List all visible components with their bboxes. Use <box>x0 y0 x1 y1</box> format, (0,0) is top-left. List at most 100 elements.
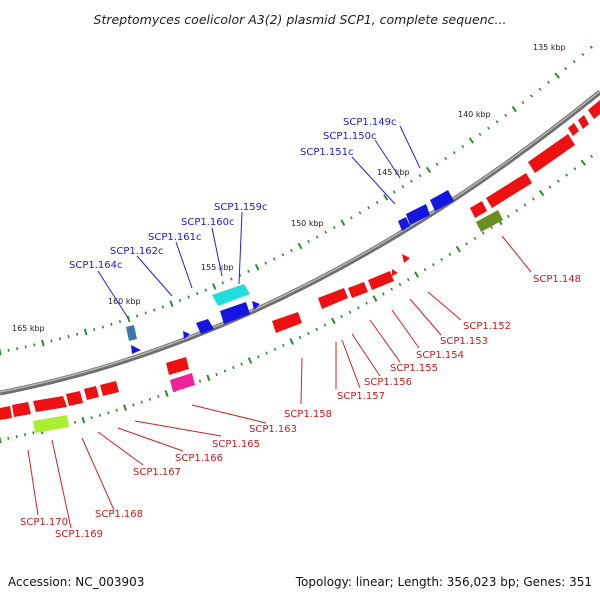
scale-tick <box>254 263 260 271</box>
gene-label-reverse[interactable]: SCP1.149c <box>343 117 397 128</box>
scale-tick <box>290 248 293 253</box>
scale-tick <box>511 105 518 113</box>
scale-tick <box>581 52 585 57</box>
gene-feature-magenta[interactable] <box>170 373 195 392</box>
scale-tick <box>398 282 402 287</box>
outer-tick-ring <box>0 45 593 356</box>
scale-tick <box>487 126 491 130</box>
gene-feature-blue[interactable] <box>220 302 250 324</box>
kbp-label: 145 kbp <box>377 168 410 177</box>
scale-tick <box>272 257 276 261</box>
gene-label-reverse[interactable]: SCP1.151c <box>300 147 354 158</box>
gene-label-forward[interactable]: SCP1.156 <box>364 377 412 388</box>
gene-label-reverse[interactable]: SCP1.164c <box>69 260 123 271</box>
gene-feature-olive[interactable] <box>476 210 503 232</box>
gene-label-reverse[interactable]: SCP1.162c <box>110 246 164 257</box>
gene-feature-cyan[interactable] <box>212 284 250 306</box>
gene-label-forward[interactable]: SCP1.158 <box>284 409 332 420</box>
scale-tick <box>358 211 362 215</box>
gene-label-forward[interactable]: SCP1.155 <box>390 363 438 374</box>
gene-label-reverse[interactable]: SCP1.160c <box>181 217 235 228</box>
gene-feature-blue[interactable] <box>406 204 430 225</box>
scale-tick <box>401 185 405 189</box>
scale-tick <box>332 225 336 230</box>
scale-tick <box>375 200 379 205</box>
gene-feature-red[interactable] <box>486 173 532 208</box>
gene-feature-red[interactable] <box>588 100 600 119</box>
scale-tick <box>32 431 35 435</box>
gene-feature-red[interactable] <box>578 115 589 129</box>
gene-label-forward[interactable]: SCP1.168 <box>95 509 143 520</box>
scale-tick <box>506 214 510 218</box>
gene-label-forward[interactable]: SCP1.163 <box>249 424 297 435</box>
scale-tick <box>495 120 499 124</box>
gene-feature-red[interactable] <box>84 386 99 400</box>
gene-feature-blue[interactable] <box>131 345 141 354</box>
scale-tick <box>448 252 452 257</box>
gene-feature-red[interactable] <box>348 282 368 298</box>
gene-label-forward[interactable]: SCP1.167 <box>133 467 181 478</box>
scale-tick <box>350 216 353 220</box>
gene-feature-red[interactable] <box>0 406 12 420</box>
scale-tick <box>73 420 77 424</box>
gene-label-forward[interactable]: SCP1.148 <box>533 274 581 285</box>
gene-label-reverse[interactable]: SCP1.150c <box>323 131 377 142</box>
gene-feature-red[interactable] <box>272 312 302 333</box>
scale-tick <box>67 334 70 339</box>
gene-feature-red[interactable] <box>402 254 410 263</box>
gene-label-forward[interactable]: SCP1.165 <box>212 439 260 450</box>
gene-feature-blue[interactable] <box>430 190 454 211</box>
gene-label-forward[interactable]: SCP1.154 <box>416 350 464 361</box>
scale-tick <box>265 351 268 355</box>
gene-feature-blue[interactable] <box>252 301 260 310</box>
gene-feature-blue[interactable] <box>398 217 410 231</box>
gene-label-forward[interactable]: SCP1.152 <box>463 321 511 332</box>
scale-tick <box>455 245 461 253</box>
scale-tick <box>348 310 352 314</box>
accession-text: Accession: NC_003903 <box>8 575 144 589</box>
gene-feature-red[interactable] <box>368 271 394 290</box>
gene-feature-red[interactable] <box>470 201 487 218</box>
gene-feature-red[interactable] <box>318 288 348 309</box>
scale-tick <box>126 315 131 323</box>
gene-label-forward[interactable]: SCP1.169 <box>55 529 103 540</box>
gene-feature-red[interactable] <box>66 391 83 406</box>
gene-feature-lime[interactable] <box>33 415 69 433</box>
gene-label-forward[interactable]: SCP1.166 <box>175 453 223 464</box>
gene-feature-blue[interactable] <box>196 319 214 334</box>
gene-feature-red[interactable] <box>33 396 67 412</box>
scale-tick <box>178 298 182 302</box>
scale-tick <box>478 132 482 136</box>
scale-tick <box>367 206 370 210</box>
scale-tick <box>307 239 310 244</box>
gene-feature-steel[interactable] <box>126 325 137 341</box>
scale-tick <box>81 416 86 424</box>
scale-tick <box>281 253 285 257</box>
scale-tick <box>340 314 344 319</box>
gene-feature-red[interactable] <box>528 134 575 173</box>
scale-tick <box>410 179 413 183</box>
scale-tick <box>204 288 208 292</box>
gene-label-forward[interactable]: SCP1.153 <box>440 336 488 347</box>
gene-feature-red[interactable] <box>568 123 579 136</box>
scale-tick <box>554 72 560 79</box>
scale-tick <box>23 433 27 437</box>
scale-tick <box>573 167 577 171</box>
gene-label-reverse[interactable]: SCP1.159c <box>214 202 268 213</box>
scale-tick <box>157 394 160 399</box>
gene-feature-red[interactable] <box>12 402 31 417</box>
gene-feature-red[interactable] <box>166 357 189 375</box>
gene-label-forward[interactable]: SCP1.170 <box>20 517 68 528</box>
gene-feature-red[interactable] <box>392 269 398 276</box>
scale-tick <box>315 327 319 331</box>
scale-tick <box>590 154 594 158</box>
gene-feature-blue[interactable] <box>183 331 190 339</box>
scale-tick <box>123 404 127 412</box>
scale-tick <box>90 416 93 420</box>
scale-tick <box>264 261 268 265</box>
scale-tick <box>356 306 360 310</box>
gene-feature-red[interactable] <box>100 381 119 396</box>
gene-label-reverse[interactable]: SCP1.161c <box>148 232 202 243</box>
scale-tick <box>101 325 105 329</box>
gene-label-forward[interactable]: SCP1.157 <box>337 391 385 402</box>
